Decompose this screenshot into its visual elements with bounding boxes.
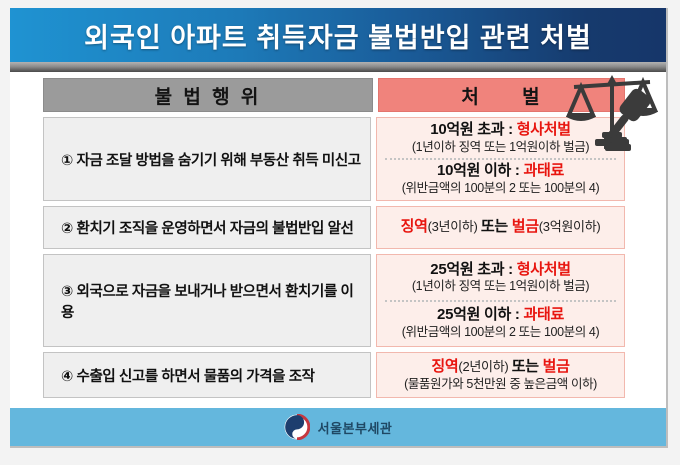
act-cell: ② 환치기 조직을 운영하면서 자금의 불법반입 알선 bbox=[43, 206, 371, 249]
penalty-text-segment: 25억원 이하 : bbox=[437, 306, 524, 324]
main-panel: 외국인 아파트 취득자금 불법반입 관련 처벌 불 법 행 위 처 벌 ① 자금… bbox=[10, 8, 668, 448]
penalty-text-segment: 징역 bbox=[431, 357, 459, 375]
penalty-main-line: 10억원 초과 : 형사처벌 bbox=[430, 121, 571, 140]
gavel-icon bbox=[604, 88, 651, 151]
penalty-text-segment: 형사처벌 bbox=[516, 260, 571, 278]
penalty-text-segment: (3억원이하) bbox=[538, 219, 601, 235]
title-banner: 외국인 아파트 취득자금 불법반입 관련 처벌 bbox=[10, 8, 666, 62]
penalty-detail-line: (물품원가와 5천만원 중 높은금액 이하) bbox=[404, 376, 597, 391]
penalty-cell: 10억원 초과 : 형사처벌 (1년이하 징역 또는 1억원이하 벌금) 10억원 … bbox=[376, 117, 625, 201]
penalty-text-segment: 벌금 bbox=[511, 218, 539, 236]
penalty-detail-line: (1년이하 징역 또는 1억원이하 벌금) bbox=[411, 140, 590, 155]
penalty-text-segment: (2년이하) bbox=[458, 358, 512, 374]
dotted-divider bbox=[385, 299, 616, 302]
korea-government-emblem-icon bbox=[284, 414, 310, 440]
penalty-text-segment: 벌금 bbox=[542, 357, 570, 375]
penalty-main-line: 징역(2년이하) 또는 벌금 bbox=[431, 358, 569, 377]
penalty-detail-line: (1년이하 징역 또는 1억원이하 벌금) bbox=[411, 279, 590, 294]
penalty-cell: 징역(2년이하) 또는 벌금 (물품원가와 5천만원 중 높은금액 이하) bbox=[376, 352, 625, 398]
penalty-block: 10억원 초과 : 형사처벌 (1년이하 징역 또는 1억원이하 벌금) bbox=[377, 120, 624, 157]
penalty-text-segment: (3년이하) bbox=[427, 219, 481, 235]
table-header-row: 불 법 행 위 처 벌 bbox=[43, 78, 625, 112]
footer-org-label: 서울본부세관 bbox=[317, 420, 393, 436]
penalty-main-line: 25억원 이하 : 과태료 bbox=[437, 306, 564, 325]
penalty-text-segment: 또는 bbox=[480, 218, 512, 236]
header-cell-illegal-acts: 불 법 행 위 bbox=[43, 78, 373, 112]
table-row: ② 환치기 조직을 운영하면서 자금의 불법반입 알선 징역(3년이하) 또는 벌… bbox=[43, 206, 625, 249]
penalty-block: 25억원 초과 : 형사처벌 (1년이하 징역 또는 1억원이하 벌금) bbox=[377, 257, 624, 299]
act-cell: ① 자금 조달 방법을 숨기기 위해 부동산 취득 미신고 bbox=[43, 117, 371, 201]
table-row: ③ 외국으로 자금을 보내거나 받으면서 환치기를 이용 25억원 초과 : 형사… bbox=[43, 254, 625, 347]
penalty-text-segment: 과태료 bbox=[523, 306, 564, 324]
penalty-cell: 25억원 초과 : 형사처벌 (1년이하 징역 또는 1억원이하 벌금) 25억원 … bbox=[376, 254, 625, 347]
penalty-cell: 징역(3년이하) 또는 벌금(3억원이하) bbox=[376, 206, 625, 249]
page-title: 외국인 아파트 취득자금 불법반입 관련 처벌 bbox=[84, 22, 592, 53]
act-cell: ③ 외국으로 자금을 보내거나 받으면서 환치기를 이용 bbox=[43, 254, 371, 347]
dotted-divider bbox=[385, 158, 616, 160]
penalty-text-segment: 25억원 초과 : bbox=[430, 260, 517, 278]
penalty-detail-line: (위반금액의 100분의 2 또는 100분의 4) bbox=[401, 181, 600, 196]
act-cell: ④ 수출입 신고를 하면서 물품의 가격을 조작 bbox=[43, 352, 371, 398]
penalty-block: 징역(2년이하) 또는 벌금 (물품원가와 5천만원 중 높은금액 이하) bbox=[377, 355, 624, 395]
penalty-table: 불 법 행 위 처 벌 ① 자금 조달 방법을 숨기기 위해 부동산 취득 미신… bbox=[43, 78, 625, 398]
penalty-block: 10억원 이하 : 과태료 (위반금액의 100분의 2 또는 100분의 4) bbox=[377, 161, 624, 198]
penalty-main-line: 25억원 초과 : 형사처벌 bbox=[430, 260, 571, 280]
penalty-text-segment: 10억원 이하 : bbox=[437, 162, 524, 180]
penalty-main-line: 징역(3년이하) 또는 벌금(3억원이하) bbox=[401, 218, 601, 237]
table-row: ① 자금 조달 방법을 숨기기 위해 부동산 취득 미신고 10억원 초과 : 형… bbox=[43, 117, 625, 201]
penalty-text-segment: 또는 bbox=[511, 357, 543, 375]
footer-bar: 서울본부세관 bbox=[10, 408, 666, 446]
table-row: ④ 수출입 신고를 하면서 물품의 가격을 조작 징역(2년이하) 또는 벌금 (물… bbox=[43, 352, 625, 398]
penalty-block: 징역(3년이하) 또는 벌금(3억원이하) bbox=[377, 209, 624, 246]
banner-shadow-strip bbox=[10, 62, 666, 72]
penalty-main-line: 10억원 이하 : 과태료 bbox=[437, 162, 564, 181]
penalty-block: 25억원 이하 : 과태료 (위반금액의 100분의 2 또는 100분의 4) bbox=[377, 303, 624, 345]
penalty-text-segment: 징역 bbox=[400, 218, 428, 236]
penalty-text-segment: 형사처벌 bbox=[516, 121, 571, 139]
penalty-text-segment: 과태료 bbox=[523, 162, 564, 180]
penalty-detail-line: (위반금액의 100분의 2 또는 100분의 4) bbox=[401, 324, 600, 339]
penalty-text-segment: 10억원 초과 : bbox=[430, 121, 517, 139]
